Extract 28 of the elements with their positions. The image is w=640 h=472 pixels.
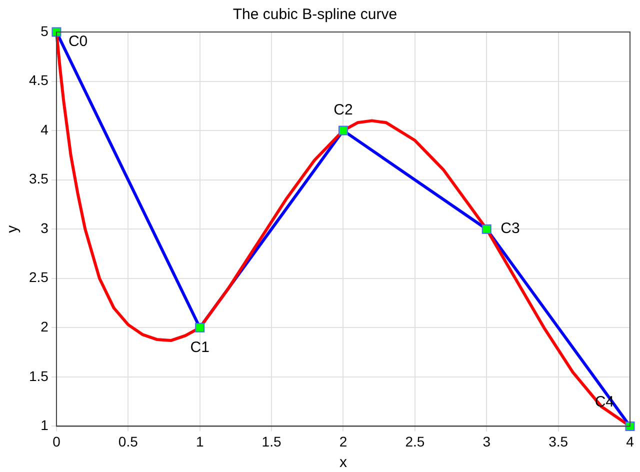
point [338,126,348,136]
y-tick-label: 2.5 [28,269,49,286]
y-tick-label: 1.5 [28,368,49,384]
x-tick-label: 0 [52,433,61,450]
x-tick-label: 2.5 [405,433,425,450]
annotation: C2 [334,102,353,119]
annotation: C3 [500,220,520,238]
annotation: C1 [190,338,210,356]
y-tick-label: 4 [40,121,49,138]
point [195,322,205,332]
x-tick-label: 1 [196,433,204,450]
x-tick-label: 4 [626,433,634,450]
annotation: C0 [68,33,88,50]
x-tick-label: 0.5 [118,433,138,450]
y-tick-label: 3 [40,220,49,236]
y-tick-label: 4.5 [28,72,49,88]
y-tick-label: 1 [40,417,49,434]
x-axis-title: x [339,454,348,472]
point [482,224,492,234]
x-tick-label: 3.5 [548,433,568,450]
x-tick-label: 3 [482,433,491,450]
x-tick-label: 2 [339,433,348,450]
y-tick-label: 5 [40,22,49,39]
x-tick-label: 1.5 [262,433,282,450]
y-tick-label: 2 [40,318,49,335]
y-axis-title: y [4,224,22,233]
chart-title: The cubic B-spline curve [232,6,398,24]
y-tick-label: 3.5 [28,170,49,187]
